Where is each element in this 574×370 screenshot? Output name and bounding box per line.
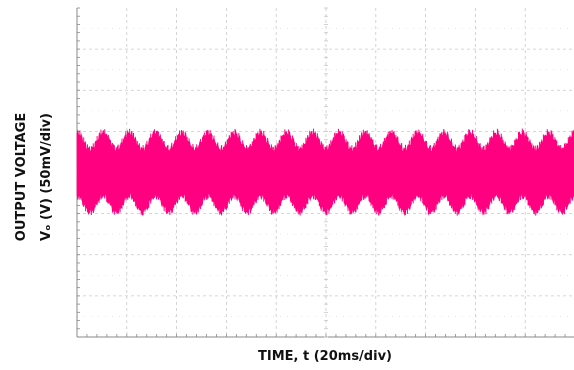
y-axis-title-line1: OUTPUT VOLTAGE bbox=[14, 113, 29, 241]
y-axis-title-line2: Vₒ (V) (50mV/div) bbox=[39, 113, 54, 241]
x-axis-title: TIME, t (20ms/div) bbox=[258, 349, 392, 364]
trace-series bbox=[76, 128, 574, 217]
